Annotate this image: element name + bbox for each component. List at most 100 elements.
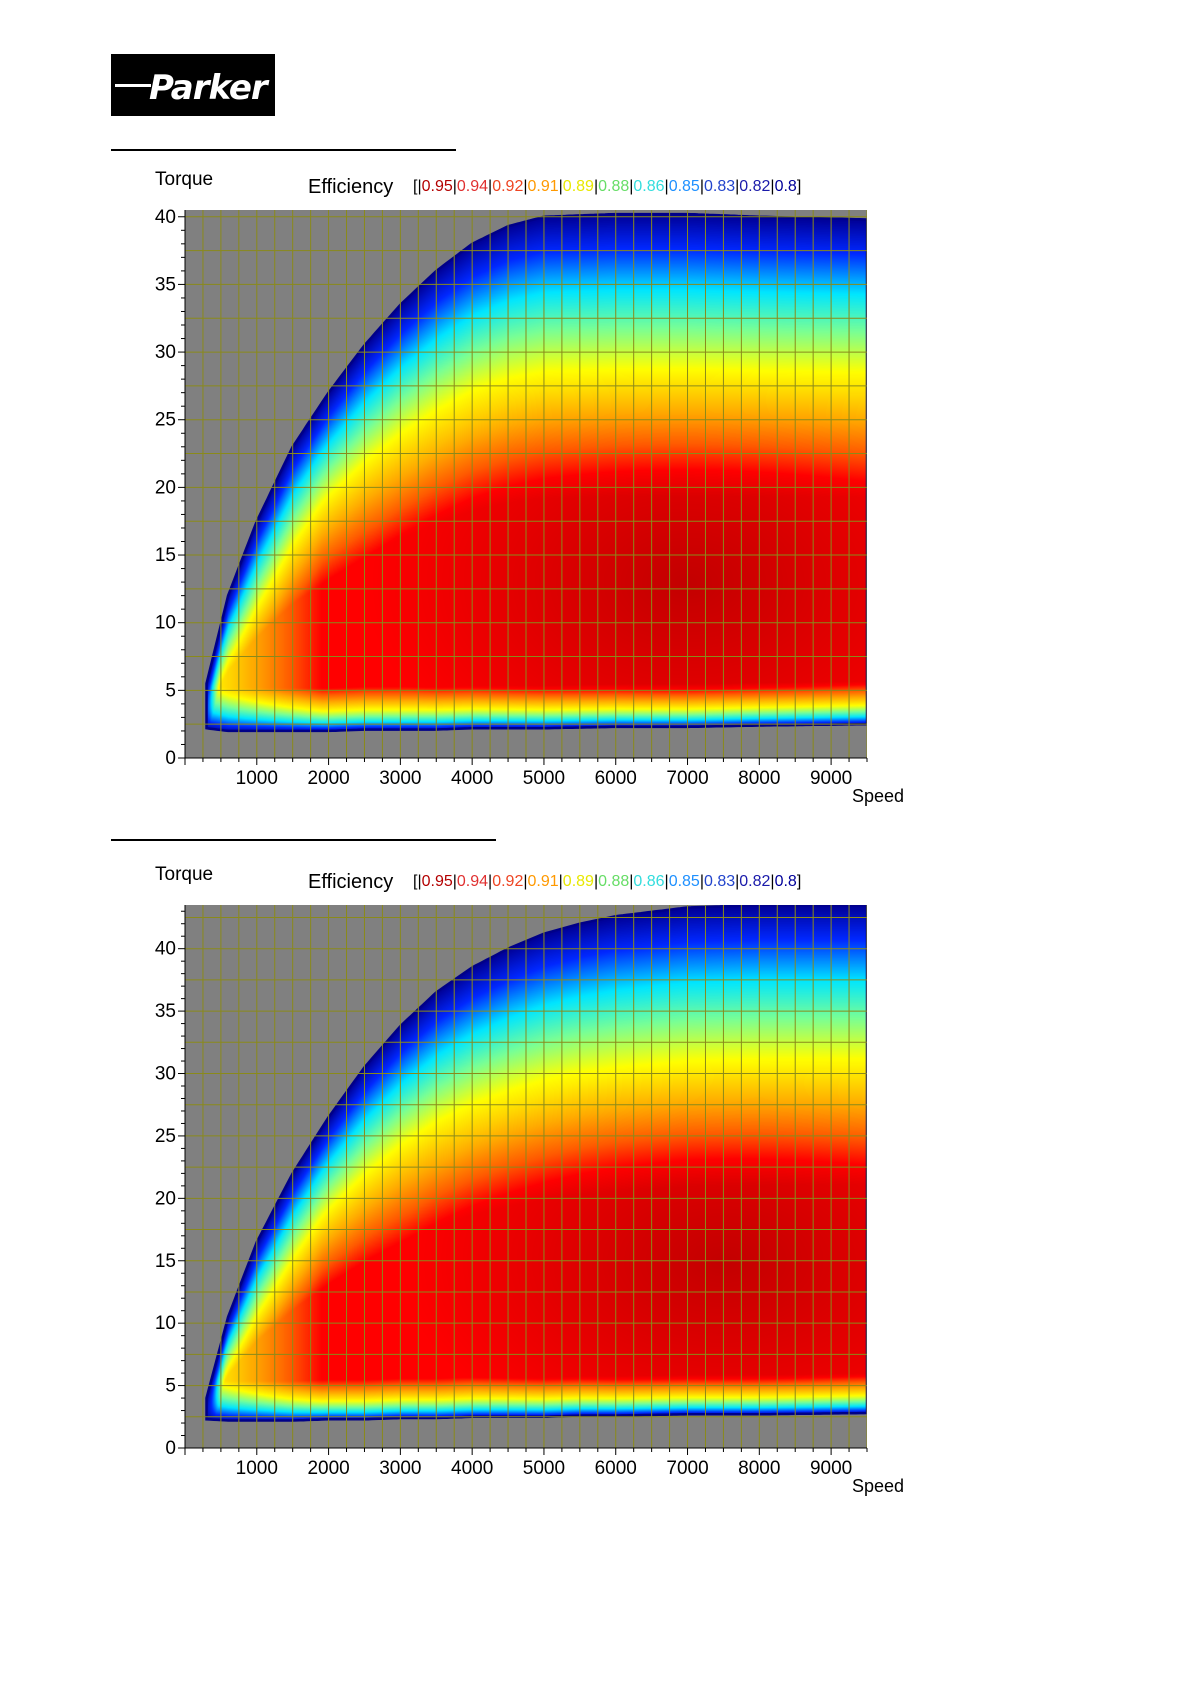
efficiency-map-chart-2: 0 5 10 15 20 25 30 35 40 1000 2000 3000 4000 5000 6000… [0, 850, 1191, 1500]
legend-level: 0.83 [704, 873, 735, 890]
legend-separator: | [523, 178, 527, 195]
legend-separator: | [594, 873, 598, 890]
x-tick-label: 3000 [379, 768, 421, 789]
legend-level: 0.82 [739, 178, 770, 195]
legend-separator: | [700, 178, 704, 195]
y-tick-label: 20 [155, 477, 176, 498]
legend-separator: | [665, 178, 669, 195]
legend-level: 0.91 [528, 873, 559, 890]
y-tick-label: 35 [155, 274, 176, 295]
legend-level: 0.88 [598, 873, 629, 890]
legend-level: 0.83 [704, 178, 735, 195]
legend-level: 0.8 [775, 873, 797, 890]
y-tick-label: 35 [155, 1001, 176, 1022]
x-tick-label: 3000 [379, 1458, 421, 1479]
legend-separator: | [700, 873, 704, 890]
legend-separator: | [523, 873, 527, 890]
x-tick-label: 4000 [451, 1458, 493, 1479]
legend: [|0.95|0.94|0.92|0.91|0.89|0.88|0.86|0.8… [413, 178, 801, 195]
legend-level: 0.95 [422, 178, 453, 195]
legend-separator: | [770, 178, 774, 195]
legend-separator: | [770, 873, 774, 890]
x-tick-label: 9000 [810, 1458, 852, 1479]
logo-wordmark: Parker [149, 68, 270, 108]
y-axis-label: Torque [155, 169, 213, 190]
legend-level: 0.94 [457, 873, 488, 890]
y-tick-label: 30 [155, 342, 176, 363]
legend-separator: | [559, 873, 563, 890]
x-tick-label: 9000 [810, 768, 852, 789]
x-axis-label: Speed [852, 786, 904, 806]
parker-logo: Parker [111, 54, 275, 116]
legend-title: Efficiency [308, 176, 393, 198]
legend-separator: | [488, 178, 492, 195]
y-tick-label: 10 [155, 613, 176, 634]
legend-separator: | [629, 873, 633, 890]
x-tick-label: 8000 [738, 768, 780, 789]
legend-separator: | [417, 178, 421, 195]
legend-bracket-open: [ [413, 178, 418, 195]
y-tick-label: 10 [155, 1313, 176, 1334]
legend-separator: | [594, 178, 598, 195]
x-tick-label: 5000 [523, 1458, 565, 1479]
chart-svg: 0 5 10 15 20 25 30 35 40 1000 2000 3000 4000 5000 6000… [155, 169, 904, 806]
legend-level: 0.95 [422, 873, 453, 890]
legend-title: Efficiency [308, 871, 393, 893]
y-tick-label: 25 [155, 1126, 176, 1147]
x-axis-label: Speed [852, 1476, 904, 1496]
legend-bracket-open: [ [413, 873, 418, 890]
y-tick-label: 20 [155, 1188, 176, 1209]
x-tick-label: 4000 [451, 768, 493, 789]
y-tick-label: 40 [155, 207, 176, 228]
grid [185, 210, 867, 758]
y-tick-label: 15 [155, 545, 176, 566]
legend-separator: | [735, 178, 739, 195]
section-divider-1 [111, 149, 456, 151]
chart-svg: 0 5 10 15 20 25 30 35 40 1000 2000 3000 4000 5000 6000… [155, 864, 904, 1496]
legend-level: 0.85 [669, 178, 700, 195]
legend-separator: | [453, 178, 457, 195]
legend-level: 0.82 [739, 873, 770, 890]
y-tick-label: 0 [165, 1438, 176, 1459]
efficiency-map-chart-1: 0 5 10 15 20 25 30 35 40 1000 2000 3000 4000 5000 6000… [0, 160, 1191, 810]
y-tick-label: 40 [155, 939, 176, 960]
legend-level: 0.92 [492, 873, 523, 890]
x-tick-label: 1000 [236, 768, 278, 789]
legend-level: 0.92 [492, 178, 523, 195]
x-tick-label: 1000 [236, 1458, 278, 1479]
legend-separator: | [665, 873, 669, 890]
legend-level: 0.86 [633, 873, 664, 890]
y-tick-label: 15 [155, 1251, 176, 1272]
legend: [|0.95|0.94|0.92|0.91|0.89|0.88|0.86|0.8… [413, 873, 801, 890]
legend-level: 0.94 [457, 178, 488, 195]
y-tick-label: 5 [165, 680, 176, 701]
x-tick-label: 6000 [595, 768, 637, 789]
y-axis-label: Torque [155, 864, 213, 885]
y-tick-label: 25 [155, 410, 176, 431]
legend-separator: | [488, 873, 492, 890]
legend-level: 0.89 [563, 873, 594, 890]
x-tick-label: 6000 [595, 1458, 637, 1479]
x-tick-label: 8000 [738, 1458, 780, 1479]
legend-separator: | [629, 178, 633, 195]
envelope-outline [205, 212, 867, 733]
x-tick-label: 5000 [523, 768, 565, 789]
section-divider-2 [111, 839, 496, 841]
y-tick-label: 30 [155, 1064, 176, 1085]
envelope-outline [205, 905, 867, 1422]
legend-bracket-close: ] [797, 178, 801, 195]
x-tick-label: 2000 [307, 768, 349, 789]
x-tick-label: 7000 [666, 1458, 708, 1479]
y-tick-label: 0 [165, 748, 176, 769]
legend-separator: | [453, 873, 457, 890]
legend-bracket-close: ] [797, 873, 801, 890]
legend-level: 0.88 [598, 178, 629, 195]
legend-separator: | [735, 873, 739, 890]
legend-level: 0.91 [528, 178, 559, 195]
grid [185, 905, 867, 1448]
legend-separator: | [559, 178, 563, 195]
x-tick-label: 7000 [666, 768, 708, 789]
y-tick-label: 5 [165, 1376, 176, 1397]
legend-level: 0.8 [775, 178, 797, 195]
legend-level: 0.86 [633, 178, 664, 195]
